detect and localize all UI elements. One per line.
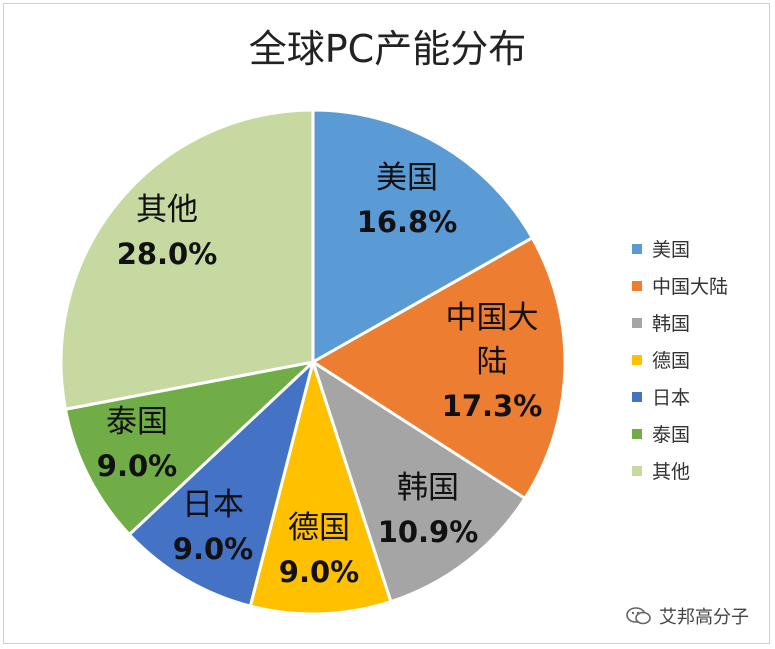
legend-label-6: 其他 [652, 461, 691, 483]
legend-item-2: 韩国 [632, 304, 728, 341]
legend-label-1: 中国大陆 [652, 276, 729, 298]
legend-swatch-3 [632, 354, 642, 365]
legend-label-5: 泰国 [652, 424, 691, 446]
legend-swatch-6 [632, 465, 642, 476]
pie-slice-6 [59, 108, 315, 411]
slice-label-6: 其他 [136, 192, 198, 228]
slice-value-6: 28.0% [117, 237, 218, 271]
legend-swatch-1 [632, 280, 642, 291]
legend: 美国中国大陆韩国德国日本泰国其他 [632, 230, 728, 489]
legend-label-2: 韩国 [652, 313, 691, 335]
watermark: 艾邦高分子 [625, 603, 749, 629]
slice-label-5: 泰国 [106, 404, 168, 440]
slice-value-0: 16.8% [357, 205, 458, 239]
legend-label-3: 德国 [652, 350, 691, 372]
pie-slice-3 [248, 360, 393, 616]
slice-value-5: 9.0% [97, 449, 177, 483]
legend-item-5: 泰国 [632, 415, 728, 452]
slice-label-1-line1: 陆 [477, 344, 508, 380]
pie-slice-5 [63, 360, 315, 537]
legend-swatch-2 [632, 317, 642, 328]
legend-swatch-4 [632, 391, 642, 402]
legend-swatch-0 [632, 243, 642, 254]
legend-item-6: 其他 [632, 452, 728, 489]
legend-item-3: 德国 [632, 341, 728, 378]
slice-label-2: 韩国 [397, 470, 459, 506]
pie-slice-2 [311, 360, 527, 604]
slice-label-3: 德国 [288, 510, 350, 546]
watermark-text: 艾邦高分子 [659, 607, 749, 628]
slice-label-1-line0: 中国大 [446, 300, 539, 336]
legend-label-0: 美国 [652, 239, 691, 261]
slice-label-0: 美国 [376, 160, 438, 196]
slice-value-3: 9.0% [279, 555, 359, 589]
legend-swatch-5 [632, 428, 642, 439]
pie-slice-1 [311, 236, 567, 500]
slice-value-4: 9.0% [173, 532, 253, 566]
slice-value-2: 10.9% [378, 515, 479, 549]
legend-label-4: 日本 [652, 387, 691, 409]
pie-slice-4 [127, 360, 315, 608]
slice-label-4: 日本 [182, 487, 244, 523]
pie-slice-0 [311, 108, 534, 364]
chart-title: 全球PC产能分布 [248, 27, 527, 71]
legend-item-4: 日本 [632, 378, 728, 415]
slice-value-1: 17.3% [442, 389, 543, 423]
legend-item-1: 中国大陆 [632, 267, 728, 304]
legend-item-0: 美国 [632, 230, 728, 267]
wechat-icon [626, 607, 651, 625]
